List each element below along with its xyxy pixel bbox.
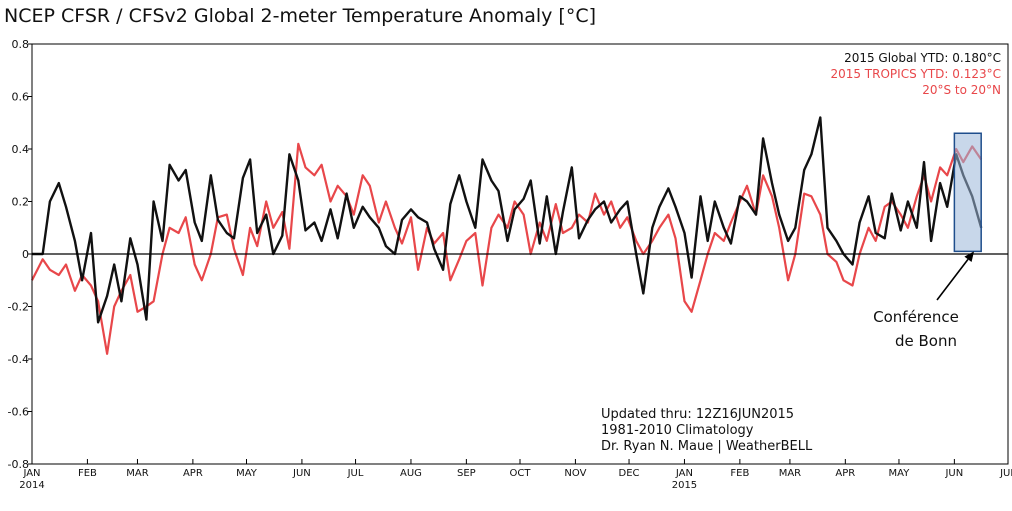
x-tick-label: APR	[835, 468, 855, 479]
x-tick-label: SEP	[457, 468, 476, 479]
x-tick-label: JUL	[347, 468, 364, 479]
x-tick-label: JUN	[292, 468, 311, 479]
x-tick-label: APR	[183, 468, 203, 479]
x-tick-label: DEC	[619, 468, 640, 479]
annotation-arrow	[936, 258, 969, 301]
y-tick-label: 0.8	[12, 38, 30, 51]
y-tick-label: -0.2	[8, 301, 29, 314]
x-tick-label: JAN	[675, 468, 693, 479]
x-year-label: 2015	[672, 480, 697, 491]
x-tick-label: NOV	[564, 468, 586, 479]
annotation-arrowhead	[964, 251, 975, 263]
x-tick-label: MAY	[889, 468, 911, 479]
y-tick-label: -0.6	[8, 406, 29, 419]
y-tick-label: 0.6	[12, 91, 30, 104]
x-axis: JAN FEB MAR APR MAY JUN JUL AUG SEP OCT NOV DEC JAN F…	[19, 459, 1012, 491]
x-tick-label: JUL	[999, 468, 1012, 479]
x-tick-label: MAR	[126, 468, 148, 479]
x-tick-label: JAN	[22, 468, 40, 479]
credit-line-3: Dr. Ryan N. Maue | WeatherBELL	[601, 439, 813, 454]
credit-line-2: 1981-2010 Climatology	[601, 423, 754, 438]
annotation-line-1: Conférence	[873, 308, 959, 326]
x-tick-label: MAR	[779, 468, 801, 479]
x-tick-label: JUN	[944, 468, 963, 479]
x-year-label: 2014	[19, 480, 44, 491]
y-tick-label: 0	[22, 248, 29, 261]
legend-global: 2015 Global YTD: 0.180°C	[844, 51, 1001, 65]
y-tick-label: -0.4	[8, 353, 29, 366]
x-tick-label: MAY	[236, 468, 258, 479]
series-layer	[31, 116, 983, 355]
y-tick-label: 0.4	[12, 143, 30, 156]
y-tick-label: -0.8	[8, 458, 29, 471]
x-tick-label: FEB	[730, 468, 749, 479]
x-tick-label: OCT	[510, 468, 532, 479]
x-tick-label: FEB	[78, 468, 97, 479]
annotation-box	[953, 132, 982, 253]
chart-title: NCEP CFSR / CFSv2 Global 2-meter Tempera…	[4, 5, 596, 27]
x-tick-label: AUG	[400, 468, 422, 479]
legend-tropics: 2015 TROPICS YTD: 0.123°C	[830, 67, 1001, 81]
series-global-line	[32, 116, 983, 324]
y-axis: 0.8 0.6 0.4 0.2 0 -0.2 -0.4 -0.6 -0.8	[8, 38, 32, 471]
y-tick-label: 0.2	[12, 196, 30, 209]
plot-frame	[31, 43, 1009, 465]
legend-tropics-range: 20°S to 20°N	[922, 83, 1001, 97]
series-tropics-line	[31, 142, 983, 355]
annotation-line-2: de Bonn	[895, 332, 957, 350]
credit-line-1: Updated thru: 12Z16JUN2015	[601, 407, 794, 422]
